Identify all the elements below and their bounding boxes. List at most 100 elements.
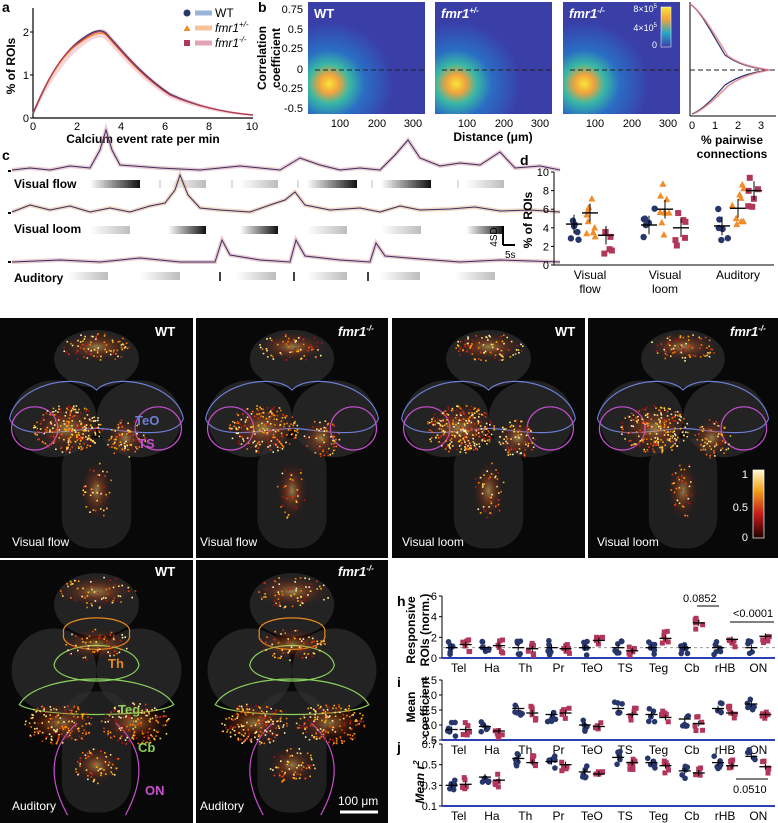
j-category-label: Ha [484, 809, 500, 823]
h-point-ko [693, 615, 699, 621]
h-point-wt [447, 651, 453, 658]
svg-text:fmr1-/-: fmr1-/- [215, 35, 247, 50]
j-point-ko [632, 758, 638, 764]
c-row-label-auditory: Auditory [14, 271, 64, 285]
j-ytick-label: 0.1 [422, 801, 437, 813]
panel-a: 0 1 2 0 2 4 6 8 10 Calcium event rate pe… [4, 6, 258, 146]
d-point-ko [601, 250, 608, 257]
d-point-het [732, 214, 740, 222]
i-point-ko [763, 709, 769, 715]
svg-text:0: 0 [742, 532, 748, 544]
e-caption-left: Visual flow [12, 535, 69, 549]
i-point-wt [512, 709, 518, 715]
h-point-ko [499, 637, 505, 643]
h-point-wt [684, 650, 691, 657]
i-point-wt [512, 702, 519, 709]
j-point-ko [630, 762, 636, 768]
h-point-ko [627, 652, 633, 658]
a-xtick: 10 [246, 121, 258, 133]
i-point-ko [460, 731, 466, 737]
h-point-ko [466, 649, 472, 655]
i-ytick-label: 3.0 [422, 720, 437, 732]
i-category-label: Th [518, 743, 532, 757]
d-point-het [660, 208, 668, 215]
j-point-ko [697, 772, 703, 778]
i-point-wt [615, 700, 621, 706]
j-point-wt [744, 749, 751, 756]
i-point-ko [694, 714, 700, 720]
d-ytick-label: 4 [543, 223, 549, 235]
f-title-ko: fmr1-/- [730, 324, 766, 339]
j-point-wt [711, 753, 717, 760]
i-point-ko [732, 711, 738, 717]
i-point-wt [548, 716, 554, 723]
svg-text:0.5: 0.5 [733, 502, 748, 514]
e-title-ko: fmr1-/- [338, 324, 374, 339]
d-point-ko [754, 186, 761, 193]
h-point-ko [525, 648, 531, 654]
h-point-ko [566, 650, 572, 656]
h-ytick-label: 4 [431, 612, 437, 624]
h-category-label: Cb [684, 661, 700, 675]
j-point-ko [495, 778, 501, 784]
d-point-het [588, 194, 596, 202]
h-point-ko [564, 642, 570, 648]
i-ytick-label: 2.5 [422, 735, 437, 747]
d-point-wt [574, 228, 581, 236]
svg-text:1: 1 [742, 469, 748, 481]
g-region-on: ON [145, 783, 165, 798]
h-ylabel-1: Responsive [404, 596, 418, 664]
h-point-wt [517, 638, 524, 644]
h-point-ko [630, 649, 636, 655]
a-ytick: 0 [23, 113, 29, 125]
h-point-wt [678, 650, 685, 657]
panel-b: Correlation coefficient 0.75 0.5 0.25 0 … [255, 2, 776, 161]
d-point-het [665, 209, 673, 216]
b-side-xtick: 1 [712, 120, 718, 132]
d-point-wt [567, 235, 575, 242]
d-point-het [738, 180, 746, 188]
b-xtick: 100 [331, 118, 349, 130]
j-point-ko [730, 757, 736, 763]
d-point-wt [641, 215, 649, 222]
svg-text:0: 0 [652, 40, 657, 50]
panel-d: % of ROIs 0 2 4 6 8 10 Visual flow Visual loo… [521, 167, 774, 296]
h-point-wt [713, 649, 719, 655]
i-point-wt [445, 725, 452, 732]
i-point-ko [598, 720, 604, 726]
d-point-het [657, 192, 665, 199]
d-point-ko [672, 237, 679, 244]
b-heatmap-wt [308, 2, 425, 114]
a-legend: WT fmr1+/- fmr1-/- [183, 6, 249, 50]
b-heatmap-het [435, 2, 552, 114]
d-point-het [658, 218, 666, 226]
d-point-het [583, 211, 591, 218]
d-ytick-label: 2 [543, 241, 549, 253]
i-point-wt [580, 717, 587, 724]
f-brain-ko [588, 318, 778, 558]
j-point-ko [662, 770, 668, 776]
j-point-ko [531, 753, 537, 759]
i-category-label: Tel [451, 743, 466, 757]
b-side-xtick: 3 [758, 120, 764, 132]
i-point-wt [650, 708, 657, 714]
i-point-ko [499, 732, 505, 738]
svg-text:8×105: 8×105 [633, 4, 657, 14]
h-point-ko [700, 622, 706, 628]
e-caption-right: Visual flow [200, 535, 257, 549]
h-point-ko [595, 641, 601, 647]
j-point-ko [462, 777, 468, 783]
h-category-label: TS [617, 661, 632, 675]
j-point-wt [684, 764, 691, 771]
h-point-wt [581, 639, 587, 646]
i-point-ko [659, 712, 665, 718]
j-point-ko [661, 758, 667, 764]
d-point-het [584, 217, 592, 225]
j-ytick-label: 0.3 [422, 780, 437, 792]
g-scalebar-label: 100 μm [338, 794, 378, 808]
h-category-label: TeO [581, 661, 603, 675]
a-curve-ko [32, 31, 254, 116]
b-title-wt: WT [314, 6, 334, 21]
h-point-ko [460, 639, 466, 645]
